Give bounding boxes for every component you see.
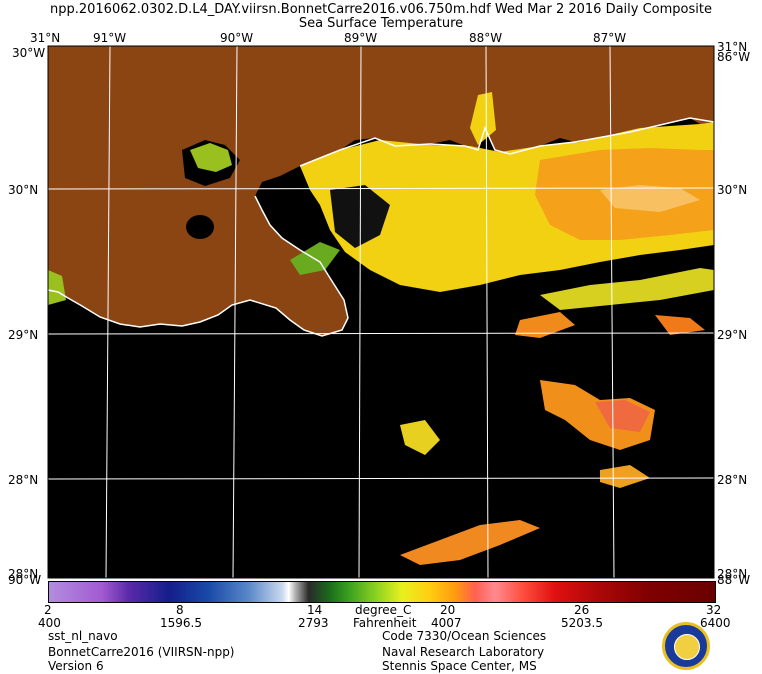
lon-label-91: 91°W: [93, 31, 127, 45]
sst-patch-yellow-south: [400, 420, 440, 455]
cbar-f-4007: 4007: [431, 616, 462, 630]
cbar-f-6400: 6400: [700, 616, 731, 630]
lon-label-88: 88°W: [469, 31, 503, 45]
sst-south-red: [595, 400, 650, 432]
corner-label-bl: 90°W: [8, 573, 42, 587]
footer-region: BonnetCarre2016 (VIIRSN-npp): [48, 645, 235, 659]
lat-label-30-right: 30°N: [717, 183, 748, 197]
lon-label-87: 87°W: [593, 31, 627, 45]
file-title: npp.2016062.0302.D.L4_DAY.viirsn.BonnetC…: [49, 2, 712, 17]
lon-label-89: 89°W: [344, 31, 378, 45]
cbar-c-32: 32: [706, 603, 722, 617]
corner-label-br: 88°W: [717, 573, 751, 587]
cbar-c-8: 8: [176, 603, 184, 617]
product-title: Sea Surface Temperature: [298, 16, 464, 31]
footer-algorithm: sst_nl_navo: [48, 629, 118, 643]
lat-label-bl: 28°N: [8, 567, 39, 581]
coastline: [47, 117, 715, 337]
cbar-f-1596: 1596.5: [160, 616, 202, 630]
footer-location: Stennis Space Center, MS: [382, 659, 537, 673]
sst-lake-green: [190, 143, 232, 172]
corner-label-tr: 86°W: [717, 50, 751, 64]
sst-band-orange: [515, 312, 575, 338]
lat-label-29-left: 29°N: [8, 328, 39, 342]
sst-east-light: [600, 185, 700, 212]
corner-label-tl: 30°W: [12, 46, 46, 60]
lat-label-28-left: 28°N: [8, 473, 39, 487]
cbar-unit-f: Fahrenheit: [353, 616, 417, 630]
lon-label-90: 90°W: [220, 31, 254, 45]
sst-colorbar: [48, 581, 716, 603]
nrl-seal-icon: [662, 622, 710, 670]
footer-version: Version 6: [48, 659, 104, 673]
sst-southeast-patch: [600, 465, 650, 488]
graticule: [47, 45, 715, 579]
cbar-f-400: 400: [38, 616, 61, 630]
footer-lab: Naval Research Laboratory: [382, 645, 545, 659]
lat-label-30-left: 30°N: [8, 183, 39, 197]
footer-code: Code 7330/Ocean Sciences: [382, 629, 547, 643]
sst-patch-orange-right: [655, 315, 705, 335]
cbar-unit-c: degree_C: [355, 603, 412, 617]
sst-river-yellow: [470, 92, 496, 145]
sst-south-orange: [540, 380, 655, 450]
cbar-c-26: 26: [574, 603, 590, 617]
lat-label-tr: 31°N: [717, 40, 748, 54]
cbar-c-14: 14: [307, 603, 323, 617]
land-mass: [48, 46, 714, 336]
lake-small: [186, 215, 214, 239]
sst-bottom-orange: [400, 520, 540, 565]
cbar-c-20: 20: [440, 603, 456, 617]
sst-band-yellow: [540, 268, 714, 310]
cbar-f-2793: 2793: [298, 616, 329, 630]
lat-label-28-right: 28°N: [717, 473, 748, 487]
lat-label-29-right: 29°N: [717, 328, 748, 342]
cbar-f-5203: 5203.5: [561, 616, 603, 630]
lat-label-br: 28°N: [717, 567, 748, 581]
sst-west-edge: [48, 270, 66, 305]
lat-label-tl: 31°N: [30, 31, 61, 45]
cbar-c-2: 2: [44, 603, 52, 617]
